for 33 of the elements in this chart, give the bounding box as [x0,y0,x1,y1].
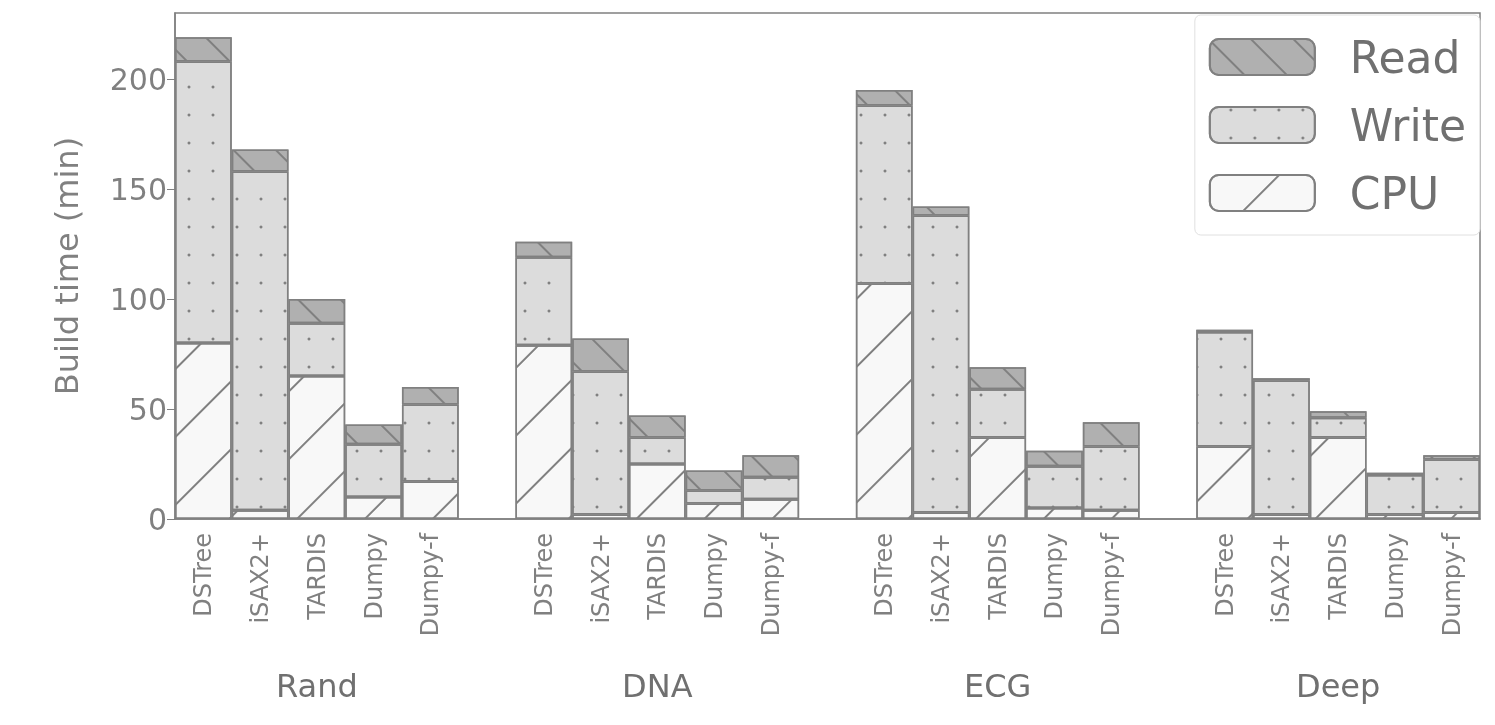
x-tick-label: DSTree [529,533,558,617]
x-tick-label: Dumpy [700,533,729,620]
legend-label: Write [1349,99,1467,151]
x-tick-label: TARDIS [1324,533,1353,621]
x-tick-label: iSAX2+ [1267,533,1296,624]
x-tick-label: Dumpy-f [416,532,445,637]
x-tick-label: TARDIS [302,533,331,621]
x-tick-label: Dumpy-f [1437,532,1466,637]
y-tick-label: 100 [109,281,167,317]
x-tick-label: iSAX2+ [246,533,275,624]
x-tick-label: Dumpy [359,533,388,620]
y-tick-label: 50 [128,391,167,427]
x-tick-label: iSAX2+ [586,533,615,624]
x-tick-label: DSTree [870,533,899,617]
text: DNA [622,667,693,705]
y-tick-label: 0 [147,501,167,537]
legend-label: CPU [1349,167,1440,219]
y-axis-title: Build time (min) [48,136,86,396]
y-tick-label: 200 [109,61,167,97]
text: ECG [964,667,1032,705]
x-tick-label: TARDIS [643,533,672,621]
text: Rand [275,667,358,705]
x-tick-label: DSTree [189,533,218,617]
legend-label: Read [1349,31,1461,83]
x-tick-label: Dumpy [1040,533,1069,620]
x-tick-label: Dumpy-f [756,532,785,637]
x-tick-label: iSAX2+ [926,533,955,624]
y-tick-label: 150 [109,171,167,207]
x-tick-label: Dumpy [1380,533,1409,620]
x-tick-label: DSTree [1210,533,1239,617]
x-tick-label: Dumpy-f [1097,532,1126,637]
text: Deep [1295,667,1381,705]
x-tick-label: TARDIS [983,533,1012,621]
